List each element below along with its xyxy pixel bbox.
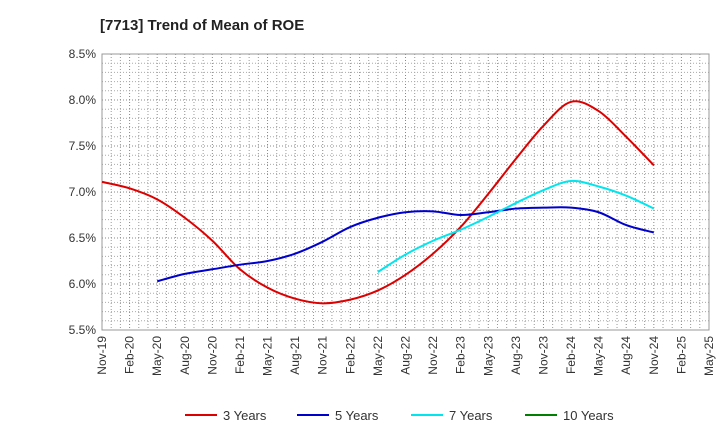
- y-tick-label: 6.0%: [69, 277, 97, 291]
- y-tick-label: 7.5%: [69, 139, 97, 153]
- legend: 3 Years 5 Years 7 Years 10 Years: [185, 408, 614, 423]
- legend-label-5-years: 5 Years: [335, 408, 379, 423]
- series-line-3-years: [101, 100, 655, 305]
- x-axis: Nov-19 Feb-20 May-20 Aug-20 Nov-20 Feb-21 May-…: [95, 336, 716, 376]
- x-tick-label: Feb-21: [233, 336, 247, 374]
- x-tick-label: Feb-20: [123, 336, 137, 374]
- x-tick-label: Nov-20: [205, 336, 219, 375]
- chart-title: [7713] Trend of Mean of ROE: [100, 17, 304, 34]
- y-tick-label: 8.0%: [69, 93, 97, 107]
- x-tick-label: Nov-23: [536, 336, 550, 375]
- x-tick-label: Aug-20: [178, 336, 192, 375]
- y-tick-label: 5.5%: [69, 323, 97, 337]
- x-tick-label: Feb-24: [564, 336, 578, 374]
- x-tick-label: May-22: [371, 336, 385, 376]
- x-tick-label: May-23: [481, 336, 495, 376]
- series-line-7-years: [377, 179, 655, 273]
- x-tick-label: Nov-24: [647, 336, 661, 375]
- series-layer: [101, 100, 655, 305]
- x-tick-label: May-25: [702, 336, 716, 376]
- y-tick-label: 7.0%: [69, 185, 97, 199]
- x-tick-label: May-24: [592, 336, 606, 376]
- series-line-5-years: [156, 206, 655, 283]
- x-tick-label: Aug-24: [619, 336, 633, 375]
- x-tick-label: Feb-25: [674, 336, 688, 374]
- y-axis: 5.5% 6.0% 6.5% 7.0% 7.5% 8.0% 8.5%: [69, 47, 97, 337]
- x-tick-label: Feb-22: [343, 336, 357, 374]
- x-tick-label: Nov-19: [95, 336, 109, 375]
- y-tick-label: 8.5%: [69, 47, 97, 61]
- plot-area: [101, 53, 710, 331]
- x-tick-label: Aug-23: [509, 336, 523, 375]
- legend-label-10-years: 10 Years: [563, 408, 614, 423]
- y-tick-label: 6.5%: [69, 231, 97, 245]
- x-tick-label: Feb-23: [454, 336, 468, 374]
- legend-label-7-years: 7 Years: [449, 408, 493, 423]
- x-tick-label: Nov-22: [426, 336, 440, 375]
- legend-label-3-years: 3 Years: [223, 408, 267, 423]
- x-tick-label: May-20: [150, 336, 164, 376]
- x-tick-label: Aug-21: [288, 336, 302, 375]
- x-tick-label: Aug-22: [399, 336, 413, 375]
- x-tick-label: May-21: [261, 336, 275, 376]
- x-tick-label: Nov-21: [316, 336, 330, 375]
